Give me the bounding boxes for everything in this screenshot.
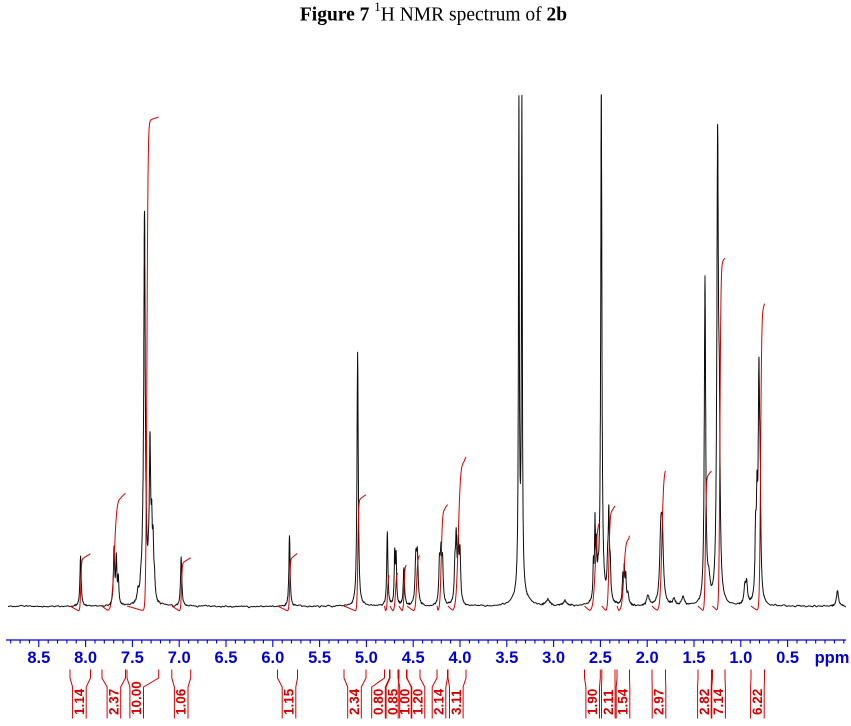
svg-text:3.5: 3.5: [495, 649, 518, 667]
svg-text:7.0: 7.0: [168, 649, 191, 667]
svg-text:0.85: 0.85: [385, 688, 400, 715]
svg-text:1.90: 1.90: [585, 689, 600, 715]
svg-text:2.34: 2.34: [347, 688, 362, 715]
svg-text:2.14: 2.14: [432, 688, 447, 715]
svg-text:0.5: 0.5: [776, 649, 799, 667]
svg-text:8.0: 8.0: [74, 649, 97, 667]
svg-text:7.5: 7.5: [121, 649, 144, 667]
svg-text:6.0: 6.0: [261, 649, 284, 667]
svg-text:0.80: 0.80: [371, 689, 386, 715]
svg-text:6.5: 6.5: [215, 649, 238, 667]
svg-text:8.5: 8.5: [27, 649, 50, 667]
svg-text:1.06: 1.06: [174, 688, 189, 715]
svg-text:1.54: 1.54: [616, 688, 631, 715]
svg-text:2.0: 2.0: [636, 649, 659, 667]
svg-text:4.0: 4.0: [449, 649, 472, 667]
svg-text:10.00: 10.00: [129, 681, 144, 715]
svg-text:5.0: 5.0: [355, 649, 378, 667]
svg-text:4.5: 4.5: [402, 649, 425, 667]
svg-text:1.14: 1.14: [72, 688, 87, 715]
svg-text:6.22: 6.22: [750, 689, 765, 715]
svg-text:1.5: 1.5: [683, 649, 706, 667]
svg-text:2.97: 2.97: [652, 689, 667, 715]
svg-text:ppm: ppm: [815, 649, 850, 667]
svg-text:1.15: 1.15: [282, 688, 297, 715]
svg-text:3.11: 3.11: [449, 689, 464, 715]
svg-text:7.14: 7.14: [711, 688, 726, 715]
svg-text:2.5: 2.5: [589, 649, 612, 667]
svg-text:5.5: 5.5: [308, 649, 331, 667]
svg-text:2.11: 2.11: [601, 689, 616, 715]
svg-text:2.82: 2.82: [697, 689, 712, 715]
svg-text:3.0: 3.0: [542, 649, 565, 667]
svg-text:2.37: 2.37: [106, 689, 121, 715]
svg-text:1.0: 1.0: [729, 649, 752, 667]
svg-text:1.00: 1.00: [398, 689, 413, 715]
svg-text:1.20: 1.20: [411, 689, 426, 715]
